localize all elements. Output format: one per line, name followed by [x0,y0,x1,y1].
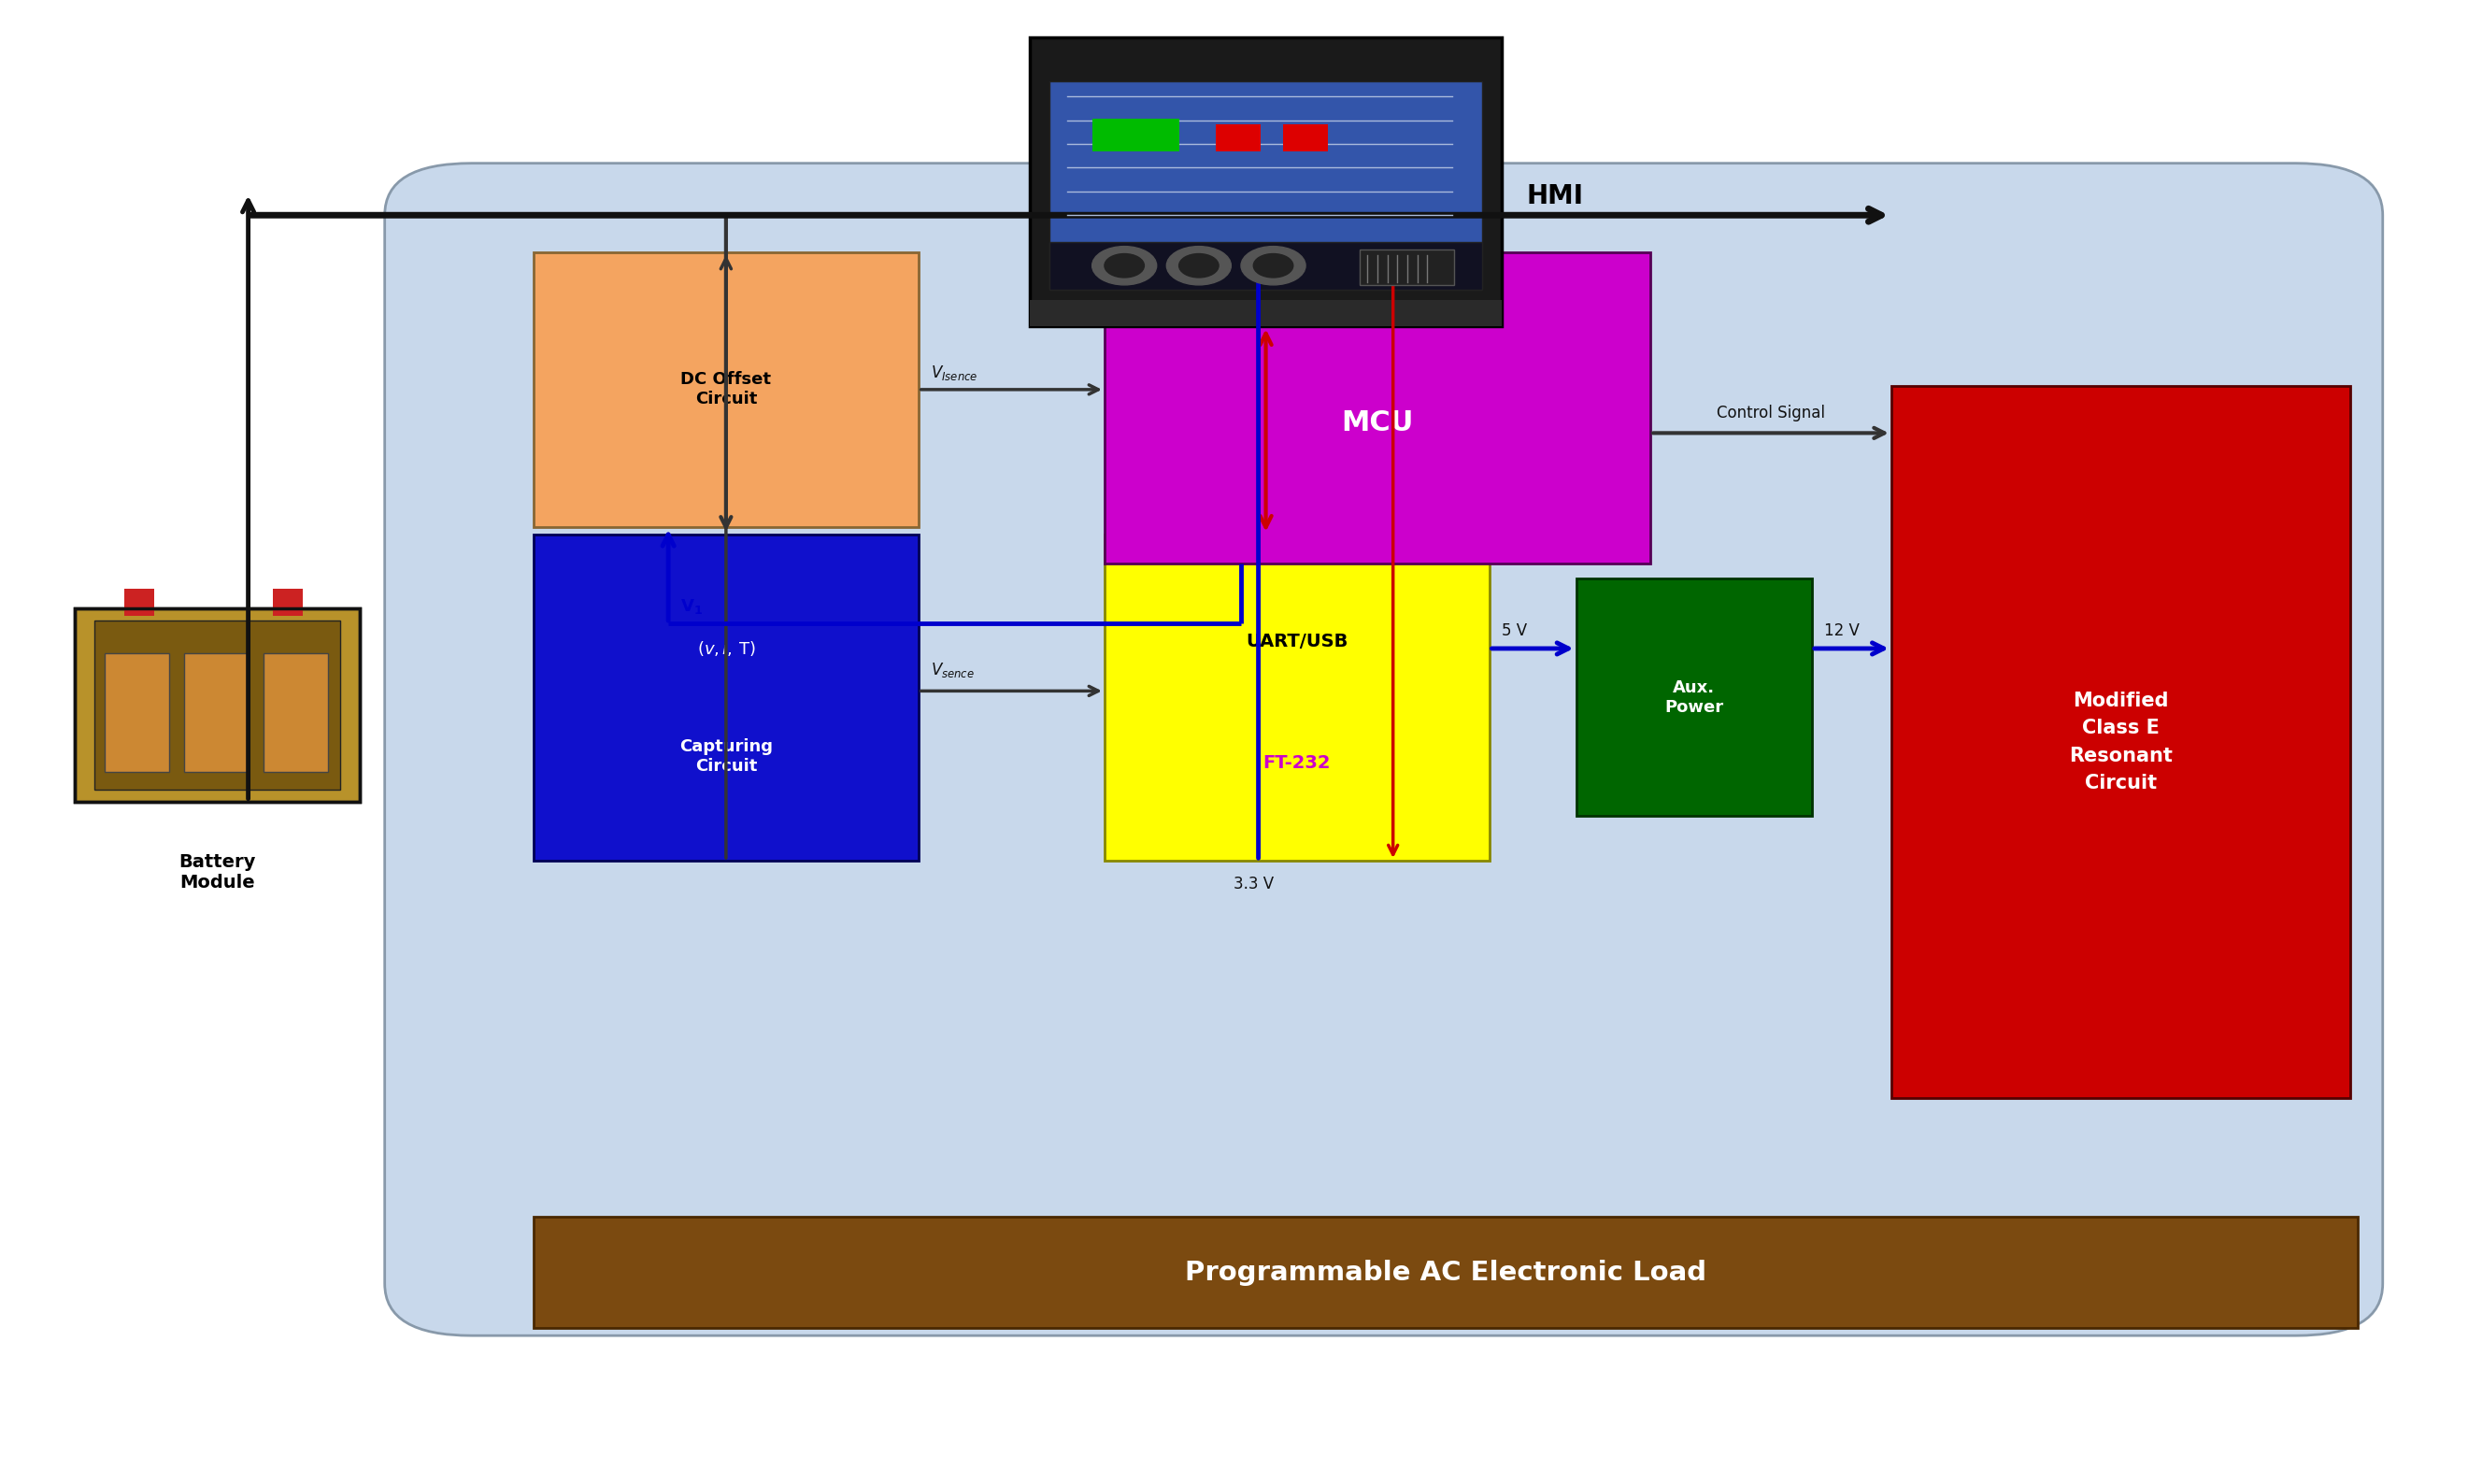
FancyBboxPatch shape [534,252,918,527]
Text: $(v, i,\, \mathrm{T})$: $(v, i,\, \mathrm{T})$ [697,640,755,657]
Text: Modified
Class E
Resonant
Circuit: Modified Class E Resonant Circuit [2070,692,2172,792]
Circle shape [1104,254,1144,278]
Circle shape [1092,246,1157,285]
FancyBboxPatch shape [1891,386,2350,1098]
Text: Control Signal: Control Signal [1718,404,1824,421]
Text: Battery
Module: Battery Module [179,853,256,892]
Text: $V_{Isence}$: $V_{Isence}$ [931,364,978,381]
Circle shape [1167,246,1231,285]
FancyBboxPatch shape [1216,125,1261,151]
Text: UART/USB: UART/USB [1246,634,1348,651]
FancyBboxPatch shape [94,620,340,789]
Text: HMI: HMI [1526,184,1584,209]
Text: MCU: MCU [1340,410,1415,436]
Circle shape [1241,246,1306,285]
FancyBboxPatch shape [74,608,360,801]
Text: Capturing
Circuit: Capturing Circuit [680,738,772,775]
FancyBboxPatch shape [385,163,2383,1336]
Text: 3.3 V: 3.3 V [1234,876,1273,892]
FancyBboxPatch shape [1092,119,1179,151]
FancyBboxPatch shape [534,1217,2358,1328]
FancyBboxPatch shape [1050,82,1482,289]
Text: 12 V: 12 V [1824,623,1859,640]
Text: $V_{sence}$: $V_{sence}$ [931,660,975,680]
FancyBboxPatch shape [1030,37,1502,326]
FancyBboxPatch shape [124,589,154,616]
FancyBboxPatch shape [263,653,328,772]
FancyBboxPatch shape [1576,579,1812,816]
Circle shape [1179,254,1219,278]
Text: DC Offset
Circuit: DC Offset Circuit [680,371,772,408]
FancyBboxPatch shape [104,653,169,772]
Text: 5 V: 5 V [1502,623,1526,640]
FancyBboxPatch shape [273,589,303,616]
FancyBboxPatch shape [1360,249,1454,285]
FancyBboxPatch shape [1104,534,1489,861]
Text: FT-232: FT-232 [1263,754,1330,772]
FancyBboxPatch shape [184,653,248,772]
Text: Programmable AC Electronic Load: Programmable AC Electronic Load [1184,1260,1708,1285]
Circle shape [1253,254,1293,278]
FancyBboxPatch shape [1030,300,1502,326]
FancyBboxPatch shape [1104,252,1651,564]
FancyBboxPatch shape [534,534,918,861]
FancyBboxPatch shape [1283,125,1328,151]
Text: TX/RX: TX/RX [1353,289,1402,303]
Text: Aux.
Power: Aux. Power [1665,680,1723,715]
Text: $\mathbf{V_1}$: $\mathbf{V_1}$ [680,597,702,616]
FancyBboxPatch shape [1050,242,1482,289]
